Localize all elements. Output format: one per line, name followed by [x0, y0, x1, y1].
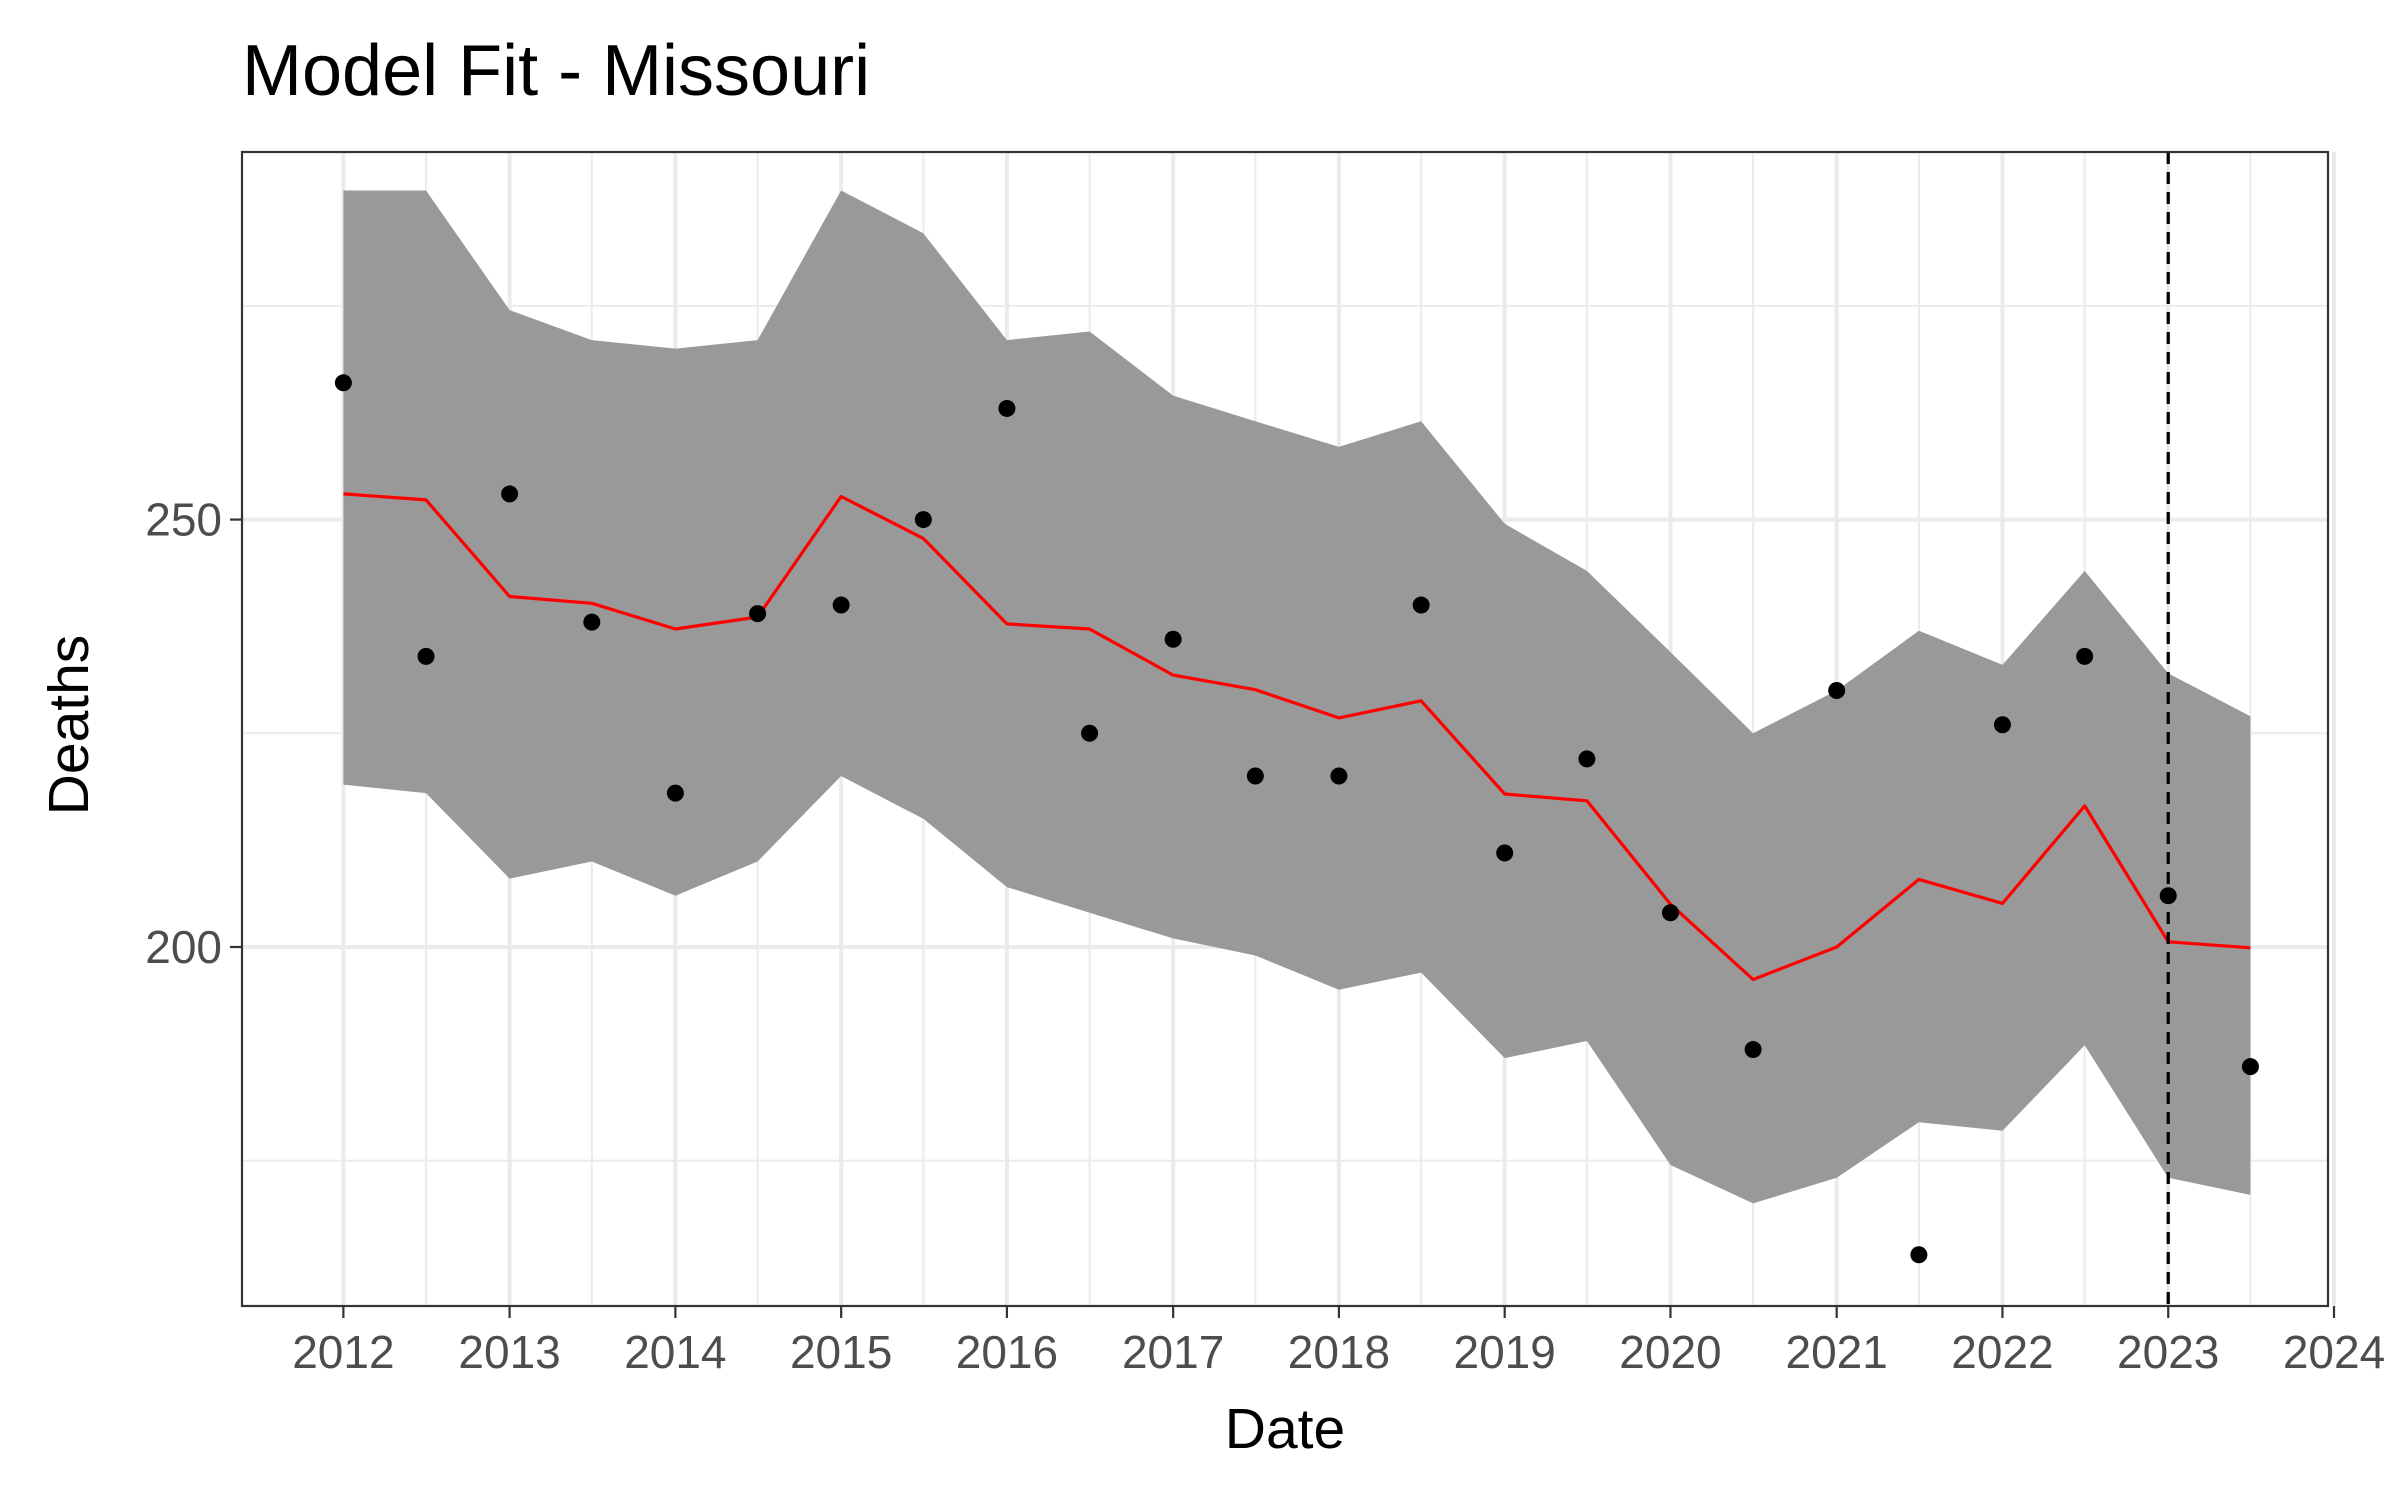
observed-point: [1496, 844, 1514, 862]
x-tick-label: 2023: [2117, 1326, 2219, 1378]
x-tick-label: 2017: [1122, 1326, 1224, 1378]
observed-point: [334, 374, 352, 392]
observed-point: [1164, 630, 1182, 648]
observed-point: [1246, 767, 1264, 785]
observed-points: [334, 374, 2259, 1264]
observed-point: [417, 647, 435, 665]
prediction-interval-band: [343, 190, 2251, 1204]
x-tick-label: 2015: [790, 1326, 892, 1378]
x-tick-label: 2014: [624, 1326, 726, 1378]
y-tick-label: 200: [145, 921, 222, 973]
observed-point: [1578, 750, 1596, 768]
observed-point: [1910, 1246, 1928, 1264]
observed-point: [583, 613, 601, 631]
x-tick-label: 2021: [1786, 1326, 1888, 1378]
x-tick-label: 2012: [292, 1326, 394, 1378]
plot-panel-border: [240, 150, 2330, 1308]
x-axis: 2012 2013 2014 2015 2016 2017 2018 2019 2020 2021…: [292, 1306, 2385, 1378]
x-tick-label: 2019: [1454, 1326, 1556, 1378]
y-tick-label: 250: [145, 494, 222, 546]
x-tick-label: 2016: [956, 1326, 1058, 1378]
observed-point: [2241, 1058, 2259, 1076]
observed-point: [1744, 1041, 1762, 1059]
observed-point: [1993, 716, 2011, 734]
observed-point: [2076, 647, 2094, 665]
observed-point: [666, 784, 684, 802]
x-tick-label: 2022: [1951, 1326, 2053, 1378]
observed-point: [1412, 596, 1430, 614]
observed-point: [914, 511, 932, 529]
observed-point: [1828, 682, 1846, 700]
observed-point: [1330, 767, 1348, 785]
x-tick-label: 2020: [1619, 1326, 1721, 1378]
observed-point: [1661, 904, 1679, 922]
x-tick-label: 2018: [1288, 1326, 1390, 1378]
x-tick-label: 2024: [2283, 1326, 2385, 1378]
y-axis: 200 250: [145, 494, 242, 973]
x-tick-label: 2013: [458, 1326, 560, 1378]
x-axis-title: Date: [1225, 1397, 1345, 1461]
chart-title: Model Fit - Missouri: [242, 31, 870, 111]
observed-point: [501, 485, 519, 503]
observed-point: [998, 399, 1016, 417]
observed-point: [832, 596, 850, 614]
fitted-line: [343, 492, 2251, 982]
observed-point: [749, 605, 767, 623]
y-axis-title: Deaths: [37, 635, 101, 816]
observed-point: [1081, 724, 1099, 742]
